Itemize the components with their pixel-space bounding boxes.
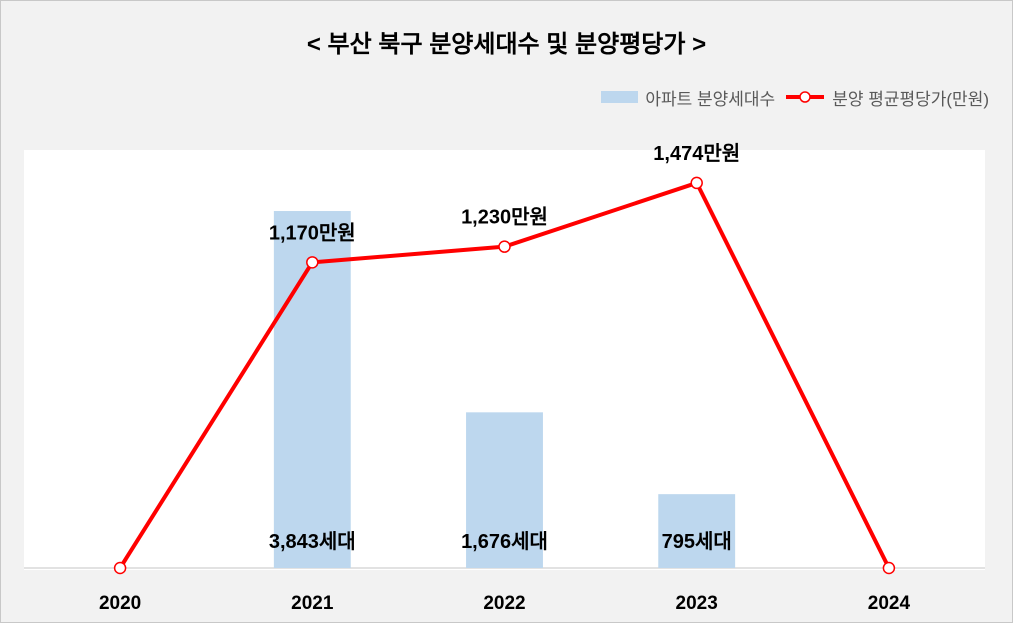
x-tick-label-2024: 2024 <box>868 593 911 614</box>
price-point-2020 <box>113 561 127 575</box>
legend-label-price: 분양 평균평당가(만원) <box>832 89 989 109</box>
price-point-2024 <box>882 561 896 575</box>
legend-swatch-bar <box>601 91 639 103</box>
legend-item-households: 아파트 분양세대수 <box>601 85 775 110</box>
x-tick-label-2023: 2023 <box>676 593 718 614</box>
legend-swatch-line <box>786 91 825 103</box>
legend-label-households: 아파트 분양세대수 <box>645 89 776 109</box>
x-tick-label-2022: 2022 <box>483 593 525 614</box>
x-tick-label-2021: 2021 <box>291 593 334 614</box>
bar-2023 <box>658 494 736 568</box>
chart-title: < 부산 북구 분양세대수 및 분양평당가 > <box>306 31 707 58</box>
price-point-2021 <box>306 256 319 269</box>
legend-item-price: 분양 평균평당가(만원) <box>785 85 989 110</box>
price-point-2023 <box>690 176 703 190</box>
bar-label-2022: 1,676세대 <box>461 530 548 553</box>
price-label-2021: 1,170만원 <box>269 221 356 244</box>
price-point-2022 <box>498 240 511 253</box>
bar-label-2023: 795세대 <box>662 530 732 553</box>
price-label-2022: 1,230만원 <box>461 206 548 229</box>
bar-2021 <box>273 211 351 568</box>
legend: 아파트 분양세대수 분양 평균평당가(만원) <box>601 84 989 110</box>
x-tick-label-2020: 2020 <box>99 593 141 614</box>
bar-label-2021: 3,843세대 <box>269 530 356 553</box>
price-label-2023: 1,474만원 <box>653 142 740 165</box>
bar-2022 <box>466 412 543 568</box>
